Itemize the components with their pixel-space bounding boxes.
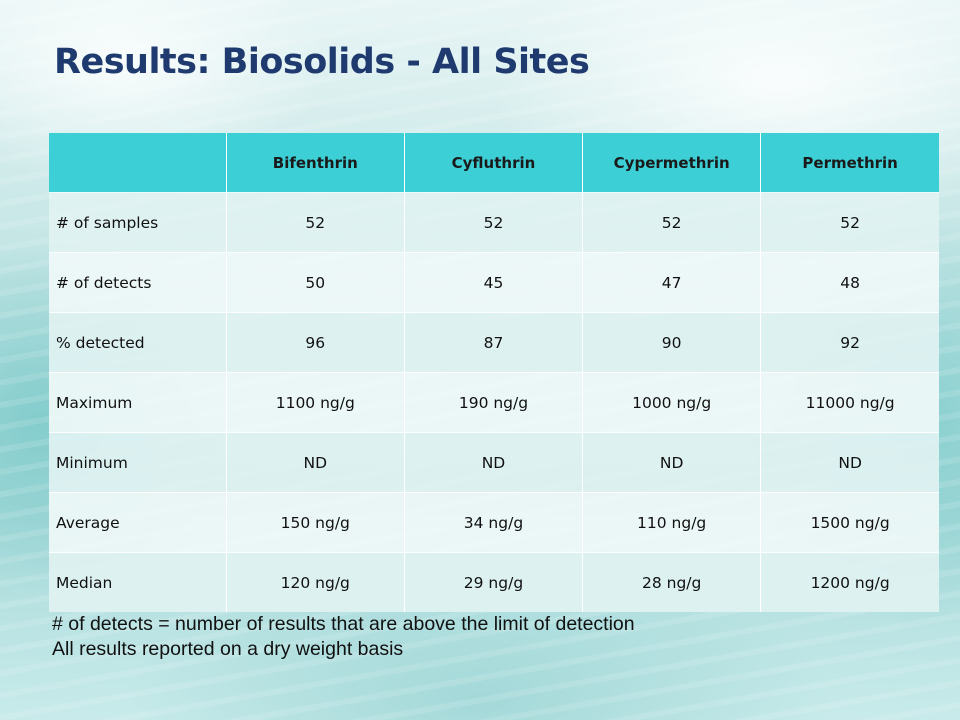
table-cell: ND	[760, 432, 939, 493]
table-row: Maximum 1100 ng/g 190 ng/g 1000 ng/g 110…	[49, 372, 939, 433]
table-cell: 150 ng/g	[226, 492, 405, 553]
table-cell: 1200 ng/g	[760, 552, 939, 612]
table-cell: ND	[226, 432, 405, 493]
table-cell: 11000 ng/g	[760, 372, 939, 433]
footnote-dry-weight: All results reported on a dry weight bas…	[52, 638, 404, 660]
row-label: # of samples	[49, 192, 227, 253]
table-row: % detected 96 87 90 92	[49, 312, 939, 373]
results-table: Bifenthrin Cyfluthrin Cypermethrin Perme…	[49, 133, 939, 612]
table-cell: 96	[226, 312, 405, 373]
table-cell: 45	[404, 252, 584, 313]
table-cell: 92	[760, 312, 939, 373]
table-cell: 52	[404, 192, 584, 253]
row-label: Maximum	[49, 372, 227, 433]
slide-title: Results: Biosolids - All Sites	[54, 42, 590, 82]
table-cell: 1500 ng/g	[760, 492, 939, 553]
row-label: % detected	[49, 312, 227, 373]
row-label: # of detects	[49, 252, 227, 313]
table-row: # of samples 52 52 52 52	[49, 192, 939, 253]
table-cell: 1100 ng/g	[226, 372, 405, 433]
table-cell: 1000 ng/g	[582, 372, 762, 433]
table-row: Average 150 ng/g 34 ng/g 110 ng/g 1500 n…	[49, 492, 939, 553]
table-cell: 90	[582, 312, 762, 373]
table-cell: 52	[226, 192, 405, 253]
table-cell: 47	[582, 252, 762, 313]
table-cell: 110 ng/g	[582, 492, 762, 553]
table-cell: ND	[582, 432, 762, 493]
table-cell: 34 ng/g	[404, 492, 584, 553]
table-cell: 28 ng/g	[582, 552, 762, 612]
table-row: Minimum ND ND ND ND	[49, 432, 939, 493]
table-cell: 87	[404, 312, 584, 373]
table-cell: 52	[760, 192, 939, 253]
header-permethrin: Permethrin	[760, 133, 939, 193]
table-cell: 29 ng/g	[404, 552, 584, 612]
footnote-detects-definition: # of detects = number of results that ar…	[52, 613, 635, 635]
table-header-row: Bifenthrin Cyfluthrin Cypermethrin Perme…	[49, 133, 939, 193]
table-cell: ND	[404, 432, 584, 493]
header-corner-cell	[49, 133, 227, 193]
table-cell: 120 ng/g	[226, 552, 405, 612]
table-row: # of detects 50 45 47 48	[49, 252, 939, 313]
header-bifenthrin: Bifenthrin	[226, 133, 405, 193]
table-cell: 190 ng/g	[404, 372, 584, 433]
table-cell: 48	[760, 252, 939, 313]
table-cell: 52	[582, 192, 762, 253]
table-row: Median 120 ng/g 29 ng/g 28 ng/g 1200 ng/…	[49, 552, 939, 612]
footnotes: # of detects = number of results that ar…	[52, 612, 635, 662]
row-label: Median	[49, 552, 227, 612]
row-label: Average	[49, 492, 227, 553]
table-cell: 50	[226, 252, 405, 313]
row-label: Minimum	[49, 432, 227, 493]
header-cypermethrin: Cypermethrin	[582, 133, 762, 193]
header-cyfluthrin: Cyfluthrin	[404, 133, 584, 193]
